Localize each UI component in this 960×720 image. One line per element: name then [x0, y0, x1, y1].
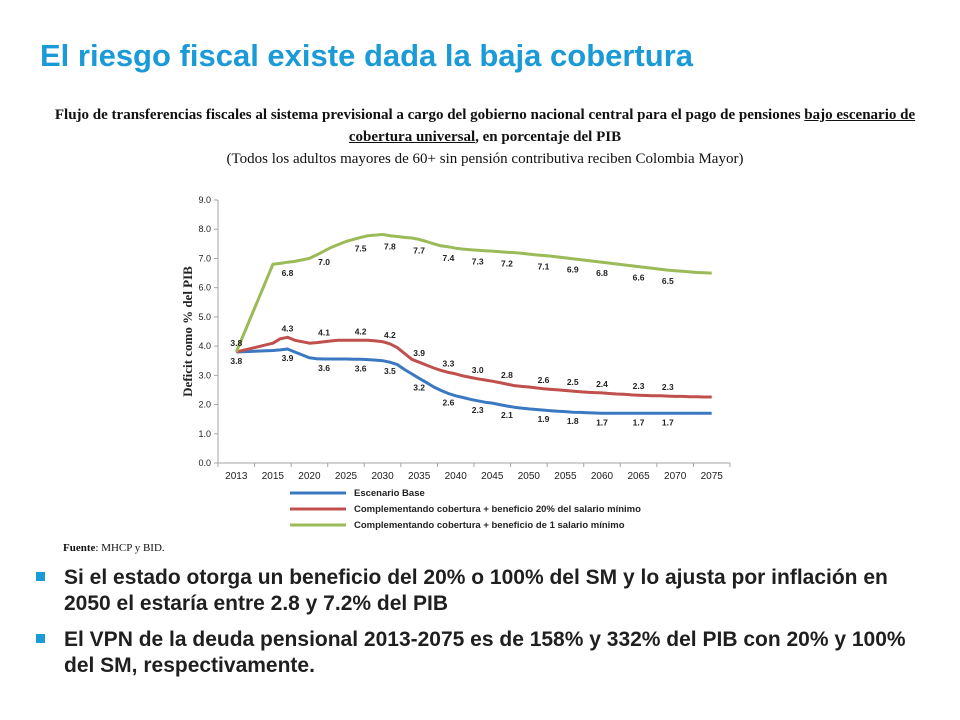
y-axis-label: Deficit como % del PIB: [180, 266, 195, 397]
data-label: 7.4: [442, 253, 454, 263]
y-tick-label: 4.0: [198, 341, 211, 351]
x-tick-label: 2070: [664, 471, 687, 482]
y-tick-label: 7.0: [198, 253, 211, 263]
data-label: 7.0: [318, 257, 330, 267]
series-line-2: [235, 335, 712, 399]
data-label: 7.7: [413, 245, 425, 255]
data-label: 3.6: [355, 363, 367, 373]
data-label: 7.3: [472, 256, 484, 266]
data-label: 4.2: [355, 326, 367, 336]
bullet-list: Si el estado otorga un beneficio del 20%…: [34, 565, 934, 689]
x-tick-label: 2030: [371, 471, 394, 482]
y-tick-label: 9.0: [198, 195, 211, 205]
series-line-1: [236, 347, 712, 415]
x-tick-label: 2020: [298, 471, 321, 482]
source-note: Fuente: MHCP y BID.: [63, 542, 165, 554]
bullet-text-2: El VPN de la deuda pensional 2013-2075 e…: [64, 628, 906, 677]
bullet-marker-icon: [36, 572, 45, 581]
legend-label-1: Escenario Base: [354, 488, 425, 499]
data-label: 7.2: [501, 258, 513, 268]
subtitle-underlined: bajo escenario de cobertura universal: [348, 107, 916, 145]
data-label: 6.5: [662, 276, 674, 286]
data-label: 2.6: [442, 397, 454, 407]
chart-subtitle: Flujo de transferencias fiscales al sist…: [40, 104, 930, 170]
data-label: 3.8: [230, 356, 242, 366]
data-label: 4.2: [384, 330, 396, 340]
pension-deficit-line-chart: 0.0 1.0 2.0 3.0 4.0 5.0 6.0 7.0 8.0 9.0 2013 2015 20…: [180, 195, 731, 531]
data-label: 3.9: [282, 353, 294, 363]
data-label: 1.8: [567, 416, 579, 426]
x-tick-label: 2065: [627, 471, 650, 482]
data-label: 6.6: [633, 273, 645, 283]
y-tick-label: 8.0: [198, 224, 211, 234]
data-label: 2.3: [662, 382, 674, 392]
data-label: 2.4: [596, 379, 608, 389]
bullet-item-1: Si el estado otorga un beneficio del 20%…: [34, 565, 934, 617]
data-label: 4.1: [318, 328, 330, 338]
data-label: 2.1: [501, 410, 513, 420]
y-tick-label: 6.0: [198, 283, 211, 293]
subtitle-text-1: Flujo de transferencias fiscales al sist…: [54, 107, 805, 123]
data-label: 6.8: [282, 268, 294, 278]
data-label: 1.7: [662, 417, 674, 427]
data-label: 3.3: [442, 358, 454, 368]
legend-label-2: Complementando cobertura + beneficio 20%…: [354, 504, 641, 515]
data-label: 6.9: [567, 265, 579, 275]
legend-label-3: Complementando cobertura + beneficio de …: [354, 520, 625, 531]
data-label: 2.6: [538, 375, 550, 385]
y-tick-label: 3.0: [198, 370, 211, 380]
data-label: 1.9: [538, 414, 550, 424]
y-tick-label: 5.0: [198, 312, 211, 322]
x-tick-label: 2075: [701, 471, 724, 482]
series-line-3: [234, 233, 712, 353]
data-label: 2.3: [633, 381, 645, 391]
data-label: 6.8: [596, 268, 608, 278]
data-label: 3.8: [230, 338, 242, 348]
subtitle-text-2: , en porcentaje del PIB: [475, 129, 622, 145]
y-tick-label: 1.0: [198, 429, 211, 439]
bullet-text-1: Si el estado otorga un beneficio del 20%…: [64, 566, 888, 615]
source-text: : MHCP y BID.: [95, 542, 165, 554]
data-label: 3.0: [472, 365, 484, 375]
bullet-marker-icon: [36, 634, 45, 643]
x-tick-label: 2060: [591, 471, 614, 482]
x-tick-label: 2025: [335, 471, 358, 482]
y-tick-label: 0.0: [198, 458, 211, 468]
data-label: 7.1: [538, 262, 550, 272]
data-label: 2.3: [472, 405, 484, 415]
x-tick-label: 2040: [445, 471, 468, 482]
source-label: Fuente: [63, 542, 96, 554]
data-label: 7.8: [384, 242, 396, 252]
x-tick-label: 2015: [262, 471, 285, 482]
data-label: 2.5: [567, 377, 579, 387]
x-tick-label: 2055: [554, 471, 577, 482]
bullet-item-2: El VPN de la deuda pensional 2013-2075 e…: [34, 627, 934, 679]
data-label: 3.2: [413, 382, 425, 392]
data-label: 1.7: [633, 417, 645, 427]
subtitle-line-2: (Todos los adultos mayores de 60+ sin pe…: [226, 151, 744, 167]
data-label: 3.5: [384, 366, 396, 376]
x-tick-label: 2013: [225, 471, 248, 482]
data-label: 1.7: [596, 417, 608, 427]
x-tick-label: 2050: [518, 471, 541, 482]
slide-title: El riesgo fiscal existe dada la baja cob…: [40, 38, 693, 73]
x-tick-label: 2045: [481, 471, 504, 482]
x-tick-label: 2035: [408, 471, 431, 482]
data-label: 3.9: [413, 348, 425, 358]
data-label: 3.6: [318, 363, 330, 373]
data-label: 7.5: [355, 243, 367, 253]
data-label: 4.3: [282, 323, 294, 333]
y-tick-label: 2.0: [198, 400, 211, 410]
data-label: 2.8: [501, 370, 513, 380]
